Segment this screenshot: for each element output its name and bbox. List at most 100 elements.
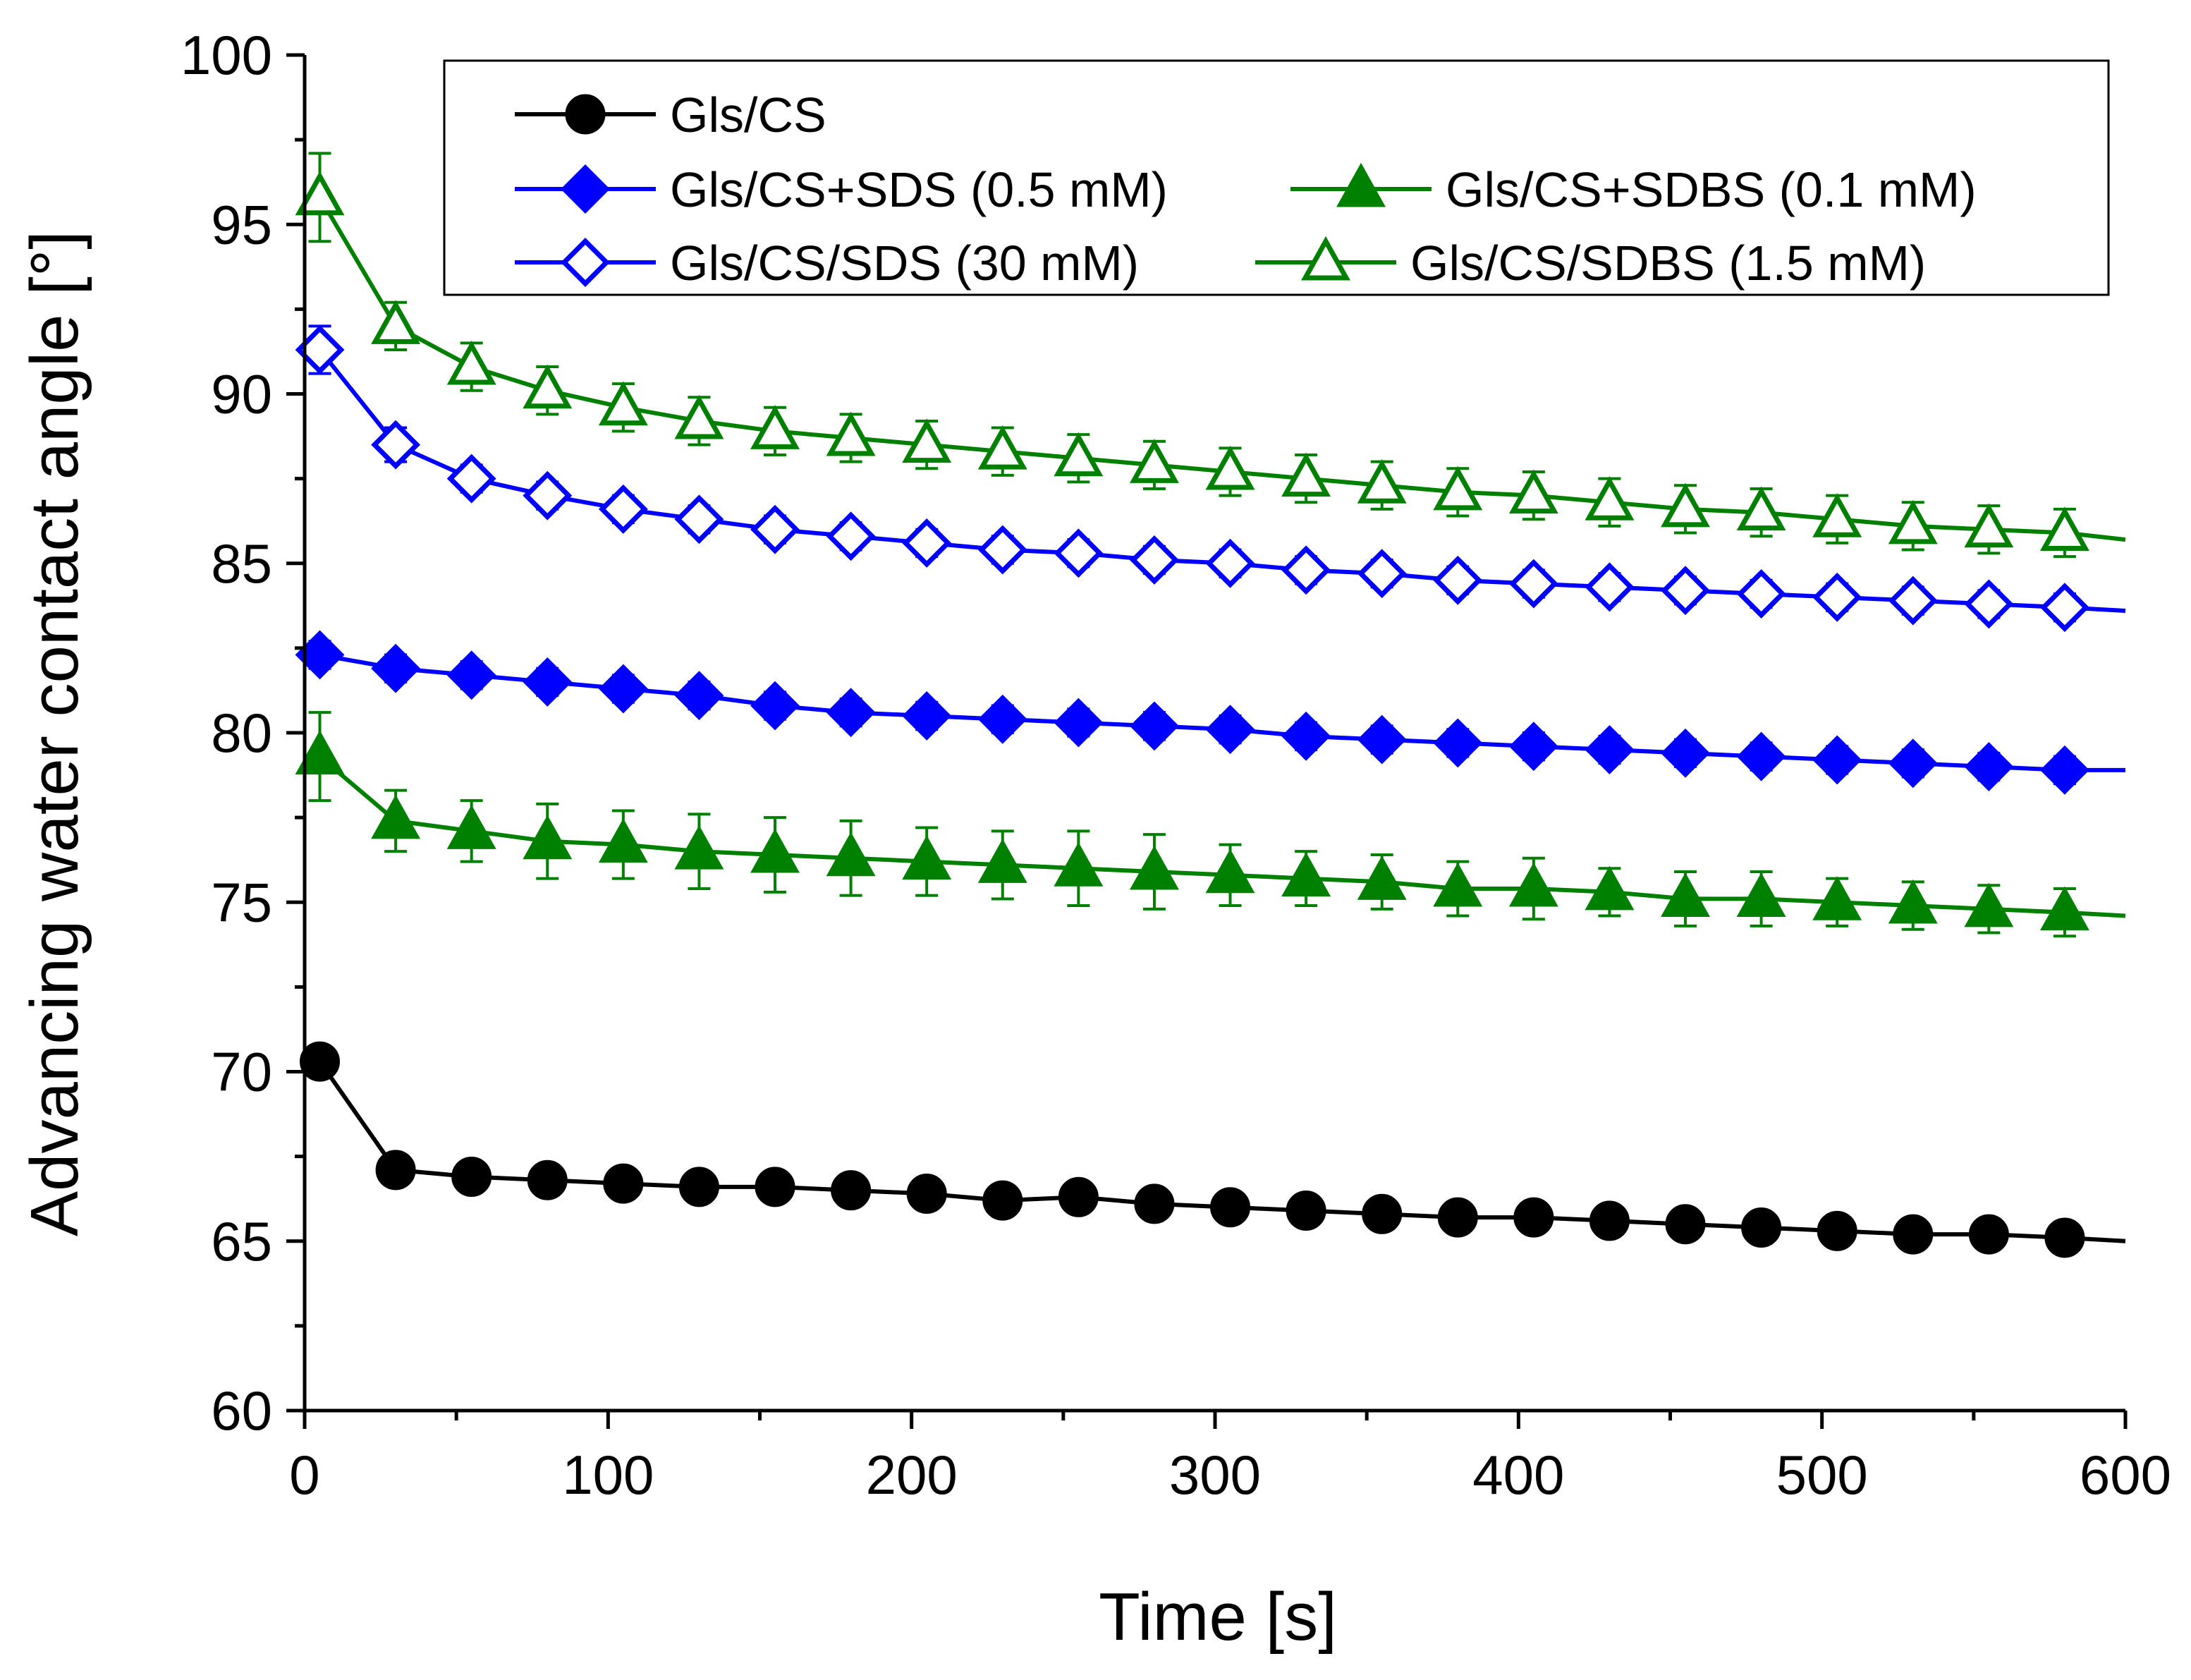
data-point bbox=[371, 420, 421, 470]
data-point bbox=[1286, 1191, 1326, 1231]
data-point bbox=[1736, 486, 1786, 531]
data-point bbox=[1585, 562, 1635, 612]
y-axis-title: Advancing water contact angle [°] bbox=[17, 231, 92, 1236]
legend-swatch-marker bbox=[1336, 162, 1386, 207]
data-point bbox=[750, 681, 800, 731]
y-tick-label: 85 bbox=[211, 532, 272, 595]
series-3 bbox=[295, 711, 2126, 938]
data-point bbox=[1129, 845, 1179, 890]
data-point bbox=[1205, 848, 1255, 894]
data-point bbox=[977, 425, 1027, 470]
data-point bbox=[1054, 698, 1104, 748]
x-tick-label: 500 bbox=[1776, 1444, 1868, 1506]
x-tick-label: 0 bbox=[289, 1444, 319, 1506]
data-point bbox=[977, 525, 1027, 575]
data-point bbox=[2039, 745, 2089, 795]
data-point bbox=[1129, 701, 1179, 751]
data-point bbox=[826, 688, 876, 738]
data-point bbox=[1357, 459, 1407, 504]
data-point bbox=[523, 470, 573, 521]
data-point bbox=[674, 671, 724, 721]
data-point bbox=[1812, 735, 1862, 785]
data-point bbox=[1357, 856, 1407, 900]
data-point bbox=[1589, 1200, 1630, 1241]
data-point bbox=[826, 832, 876, 877]
data-point bbox=[1964, 742, 2014, 791]
data-point bbox=[375, 1150, 416, 1191]
data-point bbox=[1585, 725, 1635, 774]
data-point bbox=[2039, 506, 2089, 552]
data-point bbox=[1661, 482, 1710, 528]
data-point bbox=[598, 664, 648, 714]
data-point bbox=[1513, 1197, 1554, 1238]
series-1 bbox=[300, 1041, 2126, 1258]
legend-label: Gls/CS+SDBS (0.1 mM) bbox=[1446, 162, 1977, 217]
y-tick-label: 65 bbox=[211, 1210, 272, 1272]
y-tick-label: 90 bbox=[211, 363, 272, 425]
data-point bbox=[371, 300, 421, 344]
data-point bbox=[1508, 862, 1558, 907]
data-point bbox=[446, 650, 496, 700]
legend-item-4: Gls/CS/SDS (30 mM) bbox=[515, 236, 1139, 291]
x-tick-label: 600 bbox=[2080, 1444, 2171, 1506]
data-point bbox=[295, 730, 345, 775]
data-point bbox=[1281, 711, 1331, 761]
data-point bbox=[300, 1041, 341, 1082]
legend-item-1: Gls/CS bbox=[515, 87, 826, 142]
legend: Gls/CS Gls/CS+SDS (0.5 mM) Gls/CS+SDBS (0.… bbox=[443, 59, 2110, 296]
data-point bbox=[1129, 439, 1179, 483]
data-point bbox=[1054, 432, 1104, 477]
data-point bbox=[826, 511, 876, 561]
data-point bbox=[1433, 718, 1483, 768]
data-point bbox=[1888, 499, 1938, 544]
data-point bbox=[446, 340, 496, 385]
data-point bbox=[1741, 1207, 1782, 1248]
data-point bbox=[1661, 728, 1710, 778]
data-point bbox=[523, 657, 573, 707]
data-point bbox=[906, 1173, 947, 1214]
y-tick-label: 75 bbox=[211, 871, 272, 933]
data-point bbox=[1888, 576, 1938, 626]
legend-label: Gls/CS+SDS (0.5 mM) bbox=[670, 162, 1168, 217]
series-2 bbox=[295, 630, 2125, 795]
legend-swatch-marker bbox=[561, 164, 610, 214]
x-axis-title: Time [s] bbox=[1099, 1579, 1337, 1655]
data-point bbox=[1205, 445, 1255, 490]
legend-swatch-marker bbox=[1301, 236, 1350, 281]
data-point bbox=[1281, 852, 1331, 897]
data-point bbox=[1281, 545, 1331, 595]
data-point bbox=[1888, 738, 1938, 789]
data-point bbox=[982, 1180, 1023, 1221]
legend-label: Gls/CS/SDBS (1.5 mM) bbox=[1410, 236, 1926, 291]
data-point bbox=[2039, 583, 2089, 633]
data-point bbox=[1433, 555, 1483, 605]
data-point bbox=[674, 394, 724, 439]
data-point bbox=[1205, 705, 1255, 755]
data-point bbox=[1736, 731, 1786, 781]
data-point bbox=[1812, 572, 1862, 622]
data-point bbox=[598, 381, 648, 426]
y-tick-label: 95 bbox=[211, 193, 272, 255]
data-point bbox=[598, 818, 648, 863]
data-point bbox=[1058, 1176, 1099, 1217]
data-point bbox=[826, 411, 876, 456]
data-point bbox=[446, 805, 496, 849]
data-point bbox=[1508, 559, 1558, 609]
legend-item-5: Gls/CS/SDBS (1.5 mM) bbox=[1255, 236, 1926, 291]
legend-swatch-marker bbox=[561, 238, 610, 287]
data-point bbox=[1129, 535, 1179, 585]
data-point bbox=[1210, 1187, 1251, 1228]
legend-item-3: Gls/CS+SDBS (0.1 mM) bbox=[1290, 162, 1977, 217]
data-point bbox=[1585, 865, 1635, 911]
data-point bbox=[598, 484, 648, 534]
data-point bbox=[1054, 842, 1104, 887]
legend-swatch-marker bbox=[565, 94, 606, 135]
data-point bbox=[295, 171, 345, 216]
data-point bbox=[1508, 722, 1558, 772]
data-point bbox=[523, 364, 573, 409]
data-point bbox=[1134, 1183, 1175, 1224]
y-tick-label: 70 bbox=[211, 1041, 272, 1103]
data-point bbox=[527, 1159, 568, 1200]
